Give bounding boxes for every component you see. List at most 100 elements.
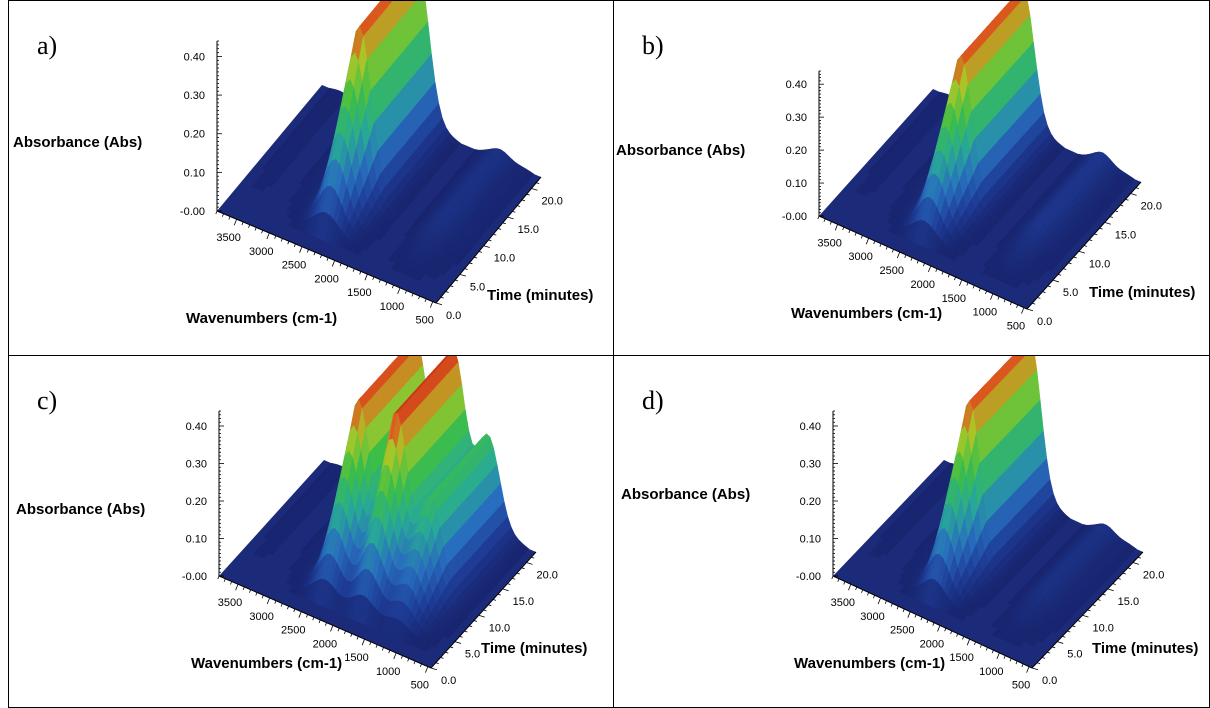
x-tick-label: 2000 xyxy=(313,638,337,650)
surface-facet xyxy=(353,246,364,256)
x-tick-mark xyxy=(217,575,220,580)
x-tick-mark xyxy=(413,660,416,665)
x-tick-mark xyxy=(385,282,388,286)
time-tick-mark xyxy=(1082,614,1089,618)
time-tick-mark xyxy=(1026,308,1034,312)
time-tick-mark xyxy=(1057,273,1062,276)
time-tick-mark xyxy=(430,667,438,671)
time-tick-label: 10.0 xyxy=(1092,622,1113,634)
x-tick-label: 1000 xyxy=(380,301,404,313)
time-tick-mark xyxy=(445,651,449,654)
x-tick-mark xyxy=(372,276,375,281)
x-tick-mark xyxy=(985,647,988,651)
time-tick-mark xyxy=(435,302,443,306)
x-tick-mark xyxy=(350,633,353,637)
time-tick-mark xyxy=(1073,256,1077,259)
time-tick-mark xyxy=(464,630,468,633)
x-tick-mark xyxy=(400,655,403,659)
x-tick-label: 3000 xyxy=(249,611,273,623)
x-tick-mark xyxy=(1021,663,1024,668)
x-tick-mark xyxy=(896,251,901,259)
x-tick-mark xyxy=(397,287,401,295)
panel-label: d) xyxy=(642,386,664,415)
time-tick-mark xyxy=(512,210,516,213)
x-tick-mark xyxy=(280,603,283,607)
surface-facet xyxy=(1012,279,1023,289)
panel-label: a) xyxy=(37,31,58,60)
y-tick-label: 0.30 xyxy=(800,459,821,471)
x-tick-mark xyxy=(280,238,283,242)
surface-plot: 0.40 0.30 0.20 0.10 -0.00 Absorbance (Abs) 350… xyxy=(13,1,593,327)
x-tick-mark xyxy=(910,257,913,261)
x-tick-mark xyxy=(306,249,309,253)
y-tick-label: 0.40 xyxy=(184,51,205,63)
y-tick-label: -0.00 xyxy=(182,571,207,583)
time-tick-mark xyxy=(454,641,461,644)
y-tick-label: 0.40 xyxy=(786,79,807,91)
x-tick-label: 2000 xyxy=(314,273,338,285)
time-tick-mark xyxy=(1109,216,1114,218)
x-tick-label: 3000 xyxy=(860,611,884,623)
x-tick-mark xyxy=(873,595,875,599)
x-tick-mark xyxy=(920,617,923,621)
time-tick-label: 20.0 xyxy=(1143,570,1164,582)
x-tick-mark xyxy=(823,218,826,222)
time-tick-mark xyxy=(526,562,533,565)
time-tick-mark xyxy=(440,296,444,299)
surface-facet xyxy=(260,550,270,559)
y-tick-label: 0.10 xyxy=(786,178,807,190)
time-tick-mark xyxy=(531,556,535,559)
panel-c: c) 0.40 0.30 0.20 0.10 -0.00 Absorbance (Abs)… xyxy=(8,355,614,708)
x-axis-line xyxy=(216,210,437,304)
x-tick-mark xyxy=(997,296,1000,300)
x-tick-mark xyxy=(361,639,365,646)
y-tick-label: 0.20 xyxy=(786,145,807,157)
x-tick-label: 500 xyxy=(416,315,434,327)
time-tick-label: 10.0 xyxy=(489,622,510,634)
x-tick-mark xyxy=(996,652,1000,660)
time-tick-label: 20.0 xyxy=(1141,201,1162,213)
x-tick-mark xyxy=(817,215,820,220)
x-tick-mark xyxy=(891,249,894,253)
surface-facet xyxy=(950,252,960,261)
surface-facet xyxy=(415,272,426,282)
surface-facet xyxy=(1047,263,1057,272)
x-tick-mark xyxy=(235,584,239,591)
time-tick-mark xyxy=(1107,588,1114,592)
panel-b: b) 0.40 0.30 0.20 0.10 -0.00 Absorbance (Abs)… xyxy=(613,0,1210,356)
time-tick-mark xyxy=(512,577,516,580)
time-tick-mark xyxy=(440,657,444,659)
x-tick-mark xyxy=(947,274,950,278)
surface-facet xyxy=(443,630,453,639)
x-tick-mark xyxy=(293,608,296,613)
x-tick-mark xyxy=(843,581,846,585)
y-tick-label: 0.20 xyxy=(800,496,821,508)
x-tick-mark xyxy=(352,268,355,272)
x-tick-label: 500 xyxy=(411,680,429,692)
x-tick-label: 3500 xyxy=(216,232,240,244)
x-tick-mark xyxy=(1003,299,1006,303)
x-tick-mark xyxy=(991,650,994,654)
time-tick-label: 0.0 xyxy=(446,310,461,322)
x-tick-mark xyxy=(429,301,434,308)
time-tick-mark xyxy=(1130,193,1137,196)
time-tick-mark xyxy=(531,188,538,191)
time-tick-mark xyxy=(1112,583,1116,585)
time-tick-mark xyxy=(1072,625,1076,628)
surface-facet xyxy=(1033,272,1043,282)
time-tick-mark xyxy=(488,239,492,242)
x-tick-mark xyxy=(391,285,394,289)
y-tick-label: -0.00 xyxy=(782,211,807,223)
x-axis-line xyxy=(818,215,1028,310)
time-tick-mark xyxy=(464,268,468,270)
x-tick-mark xyxy=(318,619,321,624)
time-tick-mark xyxy=(1062,635,1066,638)
x-tick-mark xyxy=(1009,301,1012,306)
time-tick-mark xyxy=(478,251,483,253)
surface-facet xyxy=(1024,277,1035,286)
surface-facet xyxy=(440,267,450,276)
time-axis-label: Time (minutes) xyxy=(1092,640,1198,657)
time-tick-mark xyxy=(1057,641,1064,644)
x-axis-label: Wavenumbers (cm-1) xyxy=(186,310,337,327)
x-tick-label: 1500 xyxy=(344,652,368,664)
